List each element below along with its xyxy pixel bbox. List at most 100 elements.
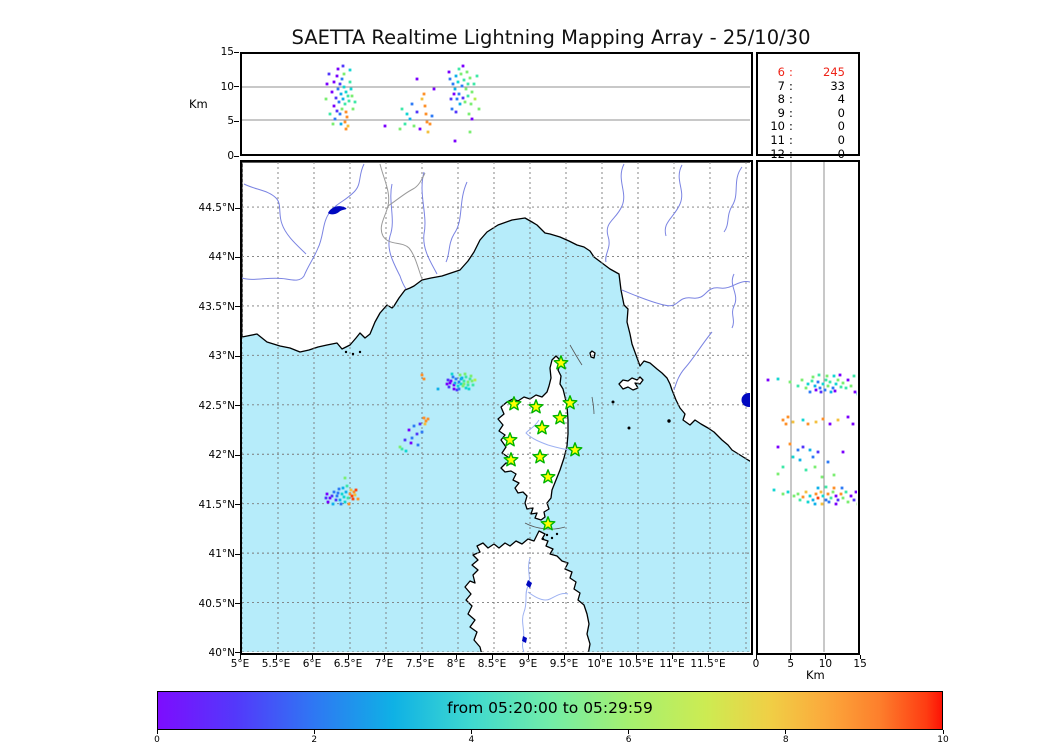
lightning-source-point xyxy=(829,390,833,394)
longitude-tick xyxy=(239,655,241,659)
colorbar-tick-label: 4 xyxy=(468,735,475,745)
lightning-source-point xyxy=(838,373,842,377)
lightning-source-point xyxy=(338,112,342,116)
lightning-source-point xyxy=(818,386,822,390)
lightning-source-point xyxy=(422,416,426,420)
lightning-source-point xyxy=(810,379,814,383)
lightning-source-point xyxy=(460,84,464,88)
colorbar-tick xyxy=(470,730,472,734)
station-count-row: 12: 0 xyxy=(768,146,845,162)
station-star-marker xyxy=(552,410,568,425)
right-panel-xtick-label: 15 xyxy=(853,658,867,670)
lightning-source-point xyxy=(418,127,422,131)
lightning-source-point xyxy=(462,382,466,386)
lightning-source-point xyxy=(462,78,466,82)
lightning-source-point xyxy=(344,127,348,131)
lightning-source-point xyxy=(457,67,461,71)
source-count: 0 xyxy=(837,132,845,147)
river xyxy=(605,163,625,263)
lightning-source-point xyxy=(337,100,341,104)
lightning-source-point xyxy=(339,92,343,96)
lightning-source-point xyxy=(436,387,440,391)
lightning-source-point xyxy=(461,64,465,68)
lightning-source-point xyxy=(403,122,407,126)
map-panel xyxy=(240,160,753,655)
lightning-source-point xyxy=(342,85,346,89)
lightning-source-point xyxy=(331,122,335,126)
latitude-tick-label: 41.5°N xyxy=(198,498,235,511)
lightning-source-point xyxy=(821,494,825,498)
landmass-coastline xyxy=(464,530,591,652)
latitude-tick xyxy=(235,454,240,456)
lightning-source-point xyxy=(834,382,838,386)
lightning-source-point xyxy=(400,447,404,451)
lightning-source-point xyxy=(340,107,344,111)
river xyxy=(243,183,307,255)
lightning-source-point xyxy=(332,490,336,494)
lightning-source-point xyxy=(467,387,471,391)
lightning-source-point xyxy=(330,90,334,94)
latitude-tick-label: 42°N xyxy=(208,449,235,462)
lightning-source-point xyxy=(849,494,853,498)
lightning-source-point xyxy=(814,388,818,392)
lightning-source-point xyxy=(430,114,434,118)
lightning-source-point xyxy=(776,472,780,476)
lightning-source-point xyxy=(814,420,818,424)
colon-separator: : xyxy=(789,146,793,161)
lightning-source-point xyxy=(800,378,804,382)
lightning-source-point xyxy=(403,438,407,442)
station-star-marker xyxy=(506,396,522,411)
lightning-source-point xyxy=(339,122,343,126)
lightning-source-point xyxy=(336,67,340,71)
lightning-source-point xyxy=(776,445,780,449)
lightning-source-point xyxy=(459,72,463,76)
lightning-source-point xyxy=(796,492,800,496)
lightning-source-point xyxy=(351,107,355,111)
longitude-tick xyxy=(599,655,601,659)
lightning-source-point xyxy=(841,450,845,454)
lightning-source-point xyxy=(808,390,812,394)
lightning-source-point xyxy=(811,455,815,459)
lightning-source-point xyxy=(461,384,465,388)
lightning-source-point xyxy=(831,386,835,390)
lightning-source-point xyxy=(852,498,856,502)
lightning-source-point xyxy=(839,385,843,389)
lightning-source-point xyxy=(781,465,785,469)
station-number: 9 xyxy=(777,105,785,120)
right-panel-xtick xyxy=(824,655,826,659)
lightning-source-point xyxy=(335,74,339,78)
lightning-source-point xyxy=(449,97,453,101)
lightning-source-point xyxy=(791,455,795,459)
country-border xyxy=(379,163,423,280)
islet xyxy=(351,352,355,356)
lightning-source-point xyxy=(422,92,426,96)
colon-separator: : xyxy=(789,65,793,79)
station-count-row: 8: 4 xyxy=(768,93,845,107)
lightning-source-point xyxy=(342,495,346,499)
latitude-tick-label: 44.5°N xyxy=(198,202,235,214)
island-river xyxy=(527,591,569,601)
lightning-source-point xyxy=(448,77,452,81)
lightning-source-point xyxy=(836,498,840,502)
lightning-source-point xyxy=(467,112,471,116)
lightning-source-point xyxy=(452,387,456,391)
lightning-source-point xyxy=(412,124,416,128)
colon-separator: : xyxy=(789,105,793,120)
lightning-source-point xyxy=(781,492,785,496)
lightning-source-point xyxy=(470,379,474,383)
lightning-source-point xyxy=(404,449,408,453)
islet xyxy=(611,400,615,404)
station-star-marker xyxy=(532,449,548,464)
latitude-tick-label: 43°N xyxy=(208,350,235,363)
station-number: 11 xyxy=(770,132,785,147)
lightning-source-point xyxy=(828,422,832,426)
lightning-source-point xyxy=(415,432,419,436)
lightning-source-point xyxy=(461,96,465,100)
lightning-source-point xyxy=(824,378,828,382)
lightning-source-point xyxy=(454,74,458,78)
lightning-source-point xyxy=(450,372,454,376)
longitude-tick-label: 6.5°E xyxy=(333,658,363,670)
top-panel-ytick-label: 10 xyxy=(220,80,234,93)
lightning-source-point xyxy=(786,490,790,494)
